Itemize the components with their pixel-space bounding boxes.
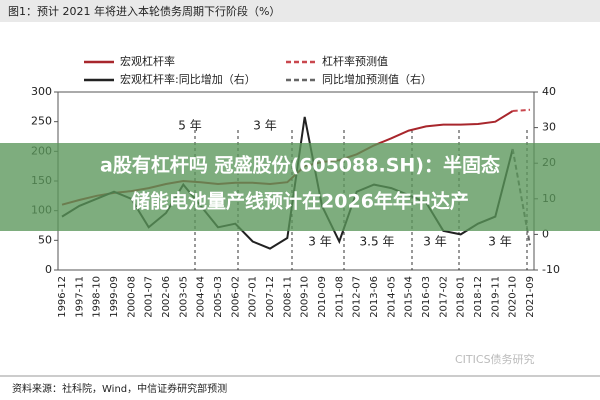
x-tick-label: 2018-12	[473, 276, 484, 318]
x-tick-label: 2007-01	[248, 276, 259, 318]
x-tick-label: 2011-08	[334, 276, 345, 318]
x-tick-label: 2007-12	[265, 276, 276, 318]
overlay-text: a股有杠杆吗 冠盛股份(605088.SH)：半固态	[100, 154, 500, 177]
legend-label: 同比增加预测值（右）	[322, 72, 432, 86]
x-tick-label: 2009-10	[300, 276, 311, 318]
x-tick-label: 1999-09	[109, 276, 120, 318]
y-tick-label: 0	[45, 263, 52, 276]
chart-title: 图1：预计 2021 年将进入本轮债务周期下行阶段（%）	[8, 4, 280, 18]
x-tick-label: 2017-02	[438, 276, 449, 318]
source: 资料来源：社科院，Wind，中信证券研究部预测	[12, 382, 227, 395]
y-tick-label: 50	[38, 233, 52, 246]
x-tick-label: 2001-07	[144, 276, 155, 318]
x-tick-label: 1998-10	[92, 276, 103, 318]
overlay-text: 储能电池量产线预计在2026年年中达产	[131, 190, 469, 213]
x-tick-label: 2010-09	[317, 276, 328, 318]
x-tick-label: 2018-01	[456, 276, 467, 318]
x-tick-label: 2021-09	[525, 276, 536, 318]
x-tick-label: 2003-05	[178, 276, 189, 318]
x-tick-label: 1997-11	[74, 276, 85, 318]
watermark: CITICS债务研究	[455, 352, 535, 366]
x-tick-label: 2006-02	[230, 276, 241, 318]
annotation: 3 年	[488, 235, 511, 249]
x-tick-label: 2005-03	[213, 276, 224, 318]
x-tick-label: 2004-04	[196, 276, 207, 318]
y-tick-label: 250	[31, 115, 52, 128]
title-bar	[0, 0, 600, 22]
x-tick-label: 2015-04	[404, 276, 415, 318]
x-tick-label: 2000-08	[126, 276, 137, 318]
y-tick-label: 300	[31, 85, 52, 98]
x-tick-label: 2016-03	[421, 276, 432, 318]
x-tick-label: 2012-07	[352, 276, 363, 318]
annotation: 3.5 年	[360, 235, 395, 249]
x-tick-label: 2013-06	[369, 276, 380, 318]
annotation: 3 年	[308, 235, 331, 249]
legend-label: 宏观杠杆率	[120, 54, 175, 68]
x-tick-label: 2014-05	[386, 276, 397, 318]
x-tick-label: 1996-12	[57, 276, 68, 318]
y2-tick-label: 40	[542, 85, 556, 98]
y2-tick-label: -10	[542, 263, 560, 276]
legend-label: 宏观杠杆率:同比增加（右）	[120, 72, 256, 86]
x-tick-label: 2019-11	[490, 276, 501, 318]
annotation: 5 年	[178, 119, 201, 133]
legend-label: 杠杆率预测值	[322, 54, 388, 68]
annotation: 3 年	[253, 119, 276, 133]
overlay-band	[0, 143, 600, 231]
y2-tick-label: 0	[542, 227, 549, 240]
x-tick-label: 2008-11	[282, 276, 293, 318]
series-line	[512, 108, 531, 112]
y2-tick-label: 30	[542, 121, 556, 134]
x-tick-label: 2002-06	[161, 276, 172, 318]
annotation: 3 年	[423, 235, 446, 249]
x-tick-label: 2020-10	[508, 276, 519, 318]
